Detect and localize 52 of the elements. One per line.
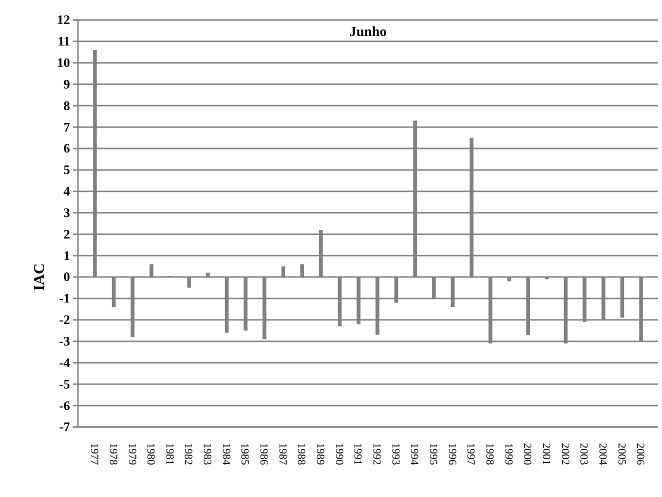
x-tick-label: 1984 [220,443,232,466]
x-tick-label: 1981 [163,443,176,465]
x-tick-label: 1998 [484,443,496,466]
y-tick-label: 9 [64,76,70,92]
y-tick-label: 7 [64,119,70,134]
x-tick-label: 1980 [144,443,157,466]
x-tick-label: 1982 [182,443,194,465]
y-tick-label: 8 [64,98,70,113]
y-tick-label: 12 [57,12,70,28]
y-tick-label: 2 [64,226,70,242]
x-tick-label: 1996 [446,443,458,466]
x-tick-label: 1990 [332,443,345,466]
x-tick-label: 1992 [370,443,383,465]
x-tick-label: 2003 [578,443,590,466]
x-tick-label: 1983 [201,443,214,466]
y-tick-label: -5 [59,376,70,392]
y-tick-label: 4 [64,184,70,199]
x-tick-label: 1985 [238,443,251,466]
y-tick-label: 0 [64,269,70,284]
y-tick-label: -1 [59,290,70,306]
x-tick-label: 1988 [295,443,308,466]
x-tick-label: 1999 [502,443,514,466]
x-tick-label: 1991 [352,443,364,465]
y-tick-label: 6 [64,140,70,156]
x-tick-label: 2004 [596,443,609,466]
x-tick-label: 1994 [408,443,420,466]
chart-title: Junho [349,25,387,40]
x-tick-label: 2000 [521,443,534,466]
y-tick-label: -7 [59,419,70,434]
x-tick-label: 1993 [389,443,402,466]
x-tick-label: 1978 [106,443,119,466]
y-tick-label: -2 [59,312,70,328]
x-tick-label: 1977 [88,443,100,466]
y-tick-label: 3 [64,204,70,220]
y-tick-label: 11 [58,34,70,49]
x-tick-label: 2002 [558,443,571,465]
x-tick-label: 2006 [634,443,646,466]
y-tick-label: 10 [57,55,70,70]
x-tick-label: 1995 [427,443,440,466]
y-tick-label: 5 [64,162,70,178]
x-tick-label: 1997 [464,443,477,466]
x-tick-label: 1979 [126,443,138,466]
x-tick-label: 1986 [258,443,270,466]
x-tick-label: 1989 [314,443,326,466]
x-tick-label: 2005 [615,443,628,466]
y-tick-label: 1 [64,248,70,263]
y-axis-title: IAC [32,263,48,291]
x-tick-label: 2001 [540,443,552,465]
y-tick-label: -3 [59,333,70,348]
y-tick-label: -6 [59,398,70,413]
y-tick-label: -4 [59,354,70,370]
x-tick-label: 1987 [276,443,288,466]
